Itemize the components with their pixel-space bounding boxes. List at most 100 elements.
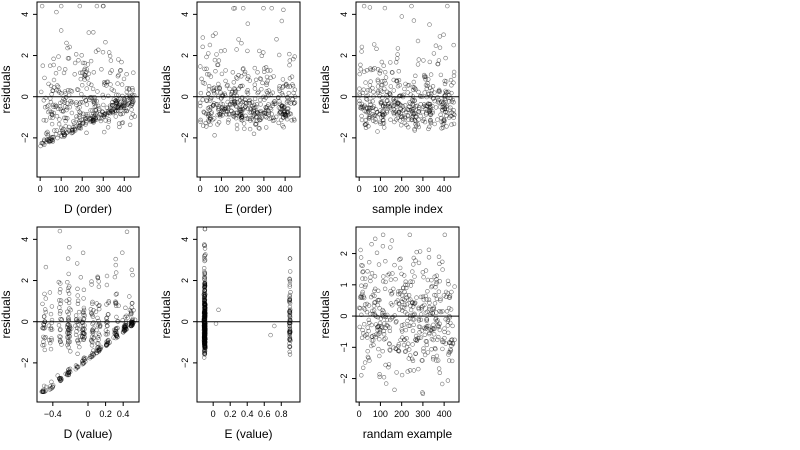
data-point bbox=[130, 300, 135, 306]
data-point bbox=[373, 107, 379, 112]
data-point bbox=[274, 114, 279, 120]
data-point bbox=[115, 335, 120, 340]
data-point bbox=[271, 115, 276, 121]
data-point bbox=[427, 306, 432, 312]
data-point bbox=[388, 245, 393, 250]
data-point bbox=[398, 265, 403, 271]
data-point bbox=[435, 61, 440, 67]
x-axis-label: randam example bbox=[363, 427, 453, 441]
data-point bbox=[86, 81, 92, 86]
data-point bbox=[287, 58, 292, 63]
data-point bbox=[406, 117, 411, 122]
data-point bbox=[408, 307, 414, 313]
x-tick-label: −0.4 bbox=[44, 409, 62, 419]
data-point bbox=[129, 305, 134, 310]
data-point bbox=[377, 337, 382, 342]
data-point bbox=[89, 343, 95, 348]
data-point bbox=[96, 337, 101, 342]
data-point bbox=[357, 91, 362, 96]
data-point bbox=[445, 378, 451, 383]
data-point bbox=[449, 289, 454, 295]
data-point bbox=[78, 110, 83, 116]
data-point bbox=[211, 88, 216, 94]
data-point bbox=[123, 325, 128, 330]
data-point bbox=[259, 53, 264, 58]
data-point bbox=[410, 114, 416, 119]
data-point bbox=[357, 93, 362, 98]
data-point bbox=[59, 377, 64, 382]
data-point bbox=[369, 271, 375, 276]
data-point bbox=[75, 87, 81, 93]
data-point bbox=[423, 310, 428, 315]
data-point bbox=[399, 114, 404, 120]
data-point bbox=[49, 320, 54, 325]
data-point bbox=[427, 109, 432, 114]
data-point bbox=[201, 123, 206, 128]
data-point bbox=[241, 121, 247, 126]
data-point bbox=[211, 103, 216, 108]
data-point bbox=[58, 281, 63, 286]
data-point bbox=[65, 87, 71, 93]
data-point bbox=[382, 125, 387, 130]
data-point bbox=[236, 37, 241, 42]
data-point bbox=[416, 318, 422, 323]
data-point bbox=[78, 76, 84, 82]
data-point bbox=[243, 113, 248, 119]
data-point bbox=[367, 83, 373, 88]
data-point bbox=[254, 121, 259, 127]
data-point bbox=[66, 300, 72, 306]
data-point bbox=[410, 279, 415, 284]
data-point bbox=[247, 97, 252, 103]
data-point bbox=[287, 282, 292, 287]
panel-e-value: 0 0.2 0.4 0.6 0.8 −2 0 2 4 E (value) residuals bbox=[159, 226, 301, 441]
data-point bbox=[202, 326, 207, 331]
data-point bbox=[432, 332, 437, 337]
data-point bbox=[62, 100, 67, 105]
data-point bbox=[423, 324, 429, 330]
data-point bbox=[39, 3, 45, 9]
data-point bbox=[389, 292, 394, 297]
data-point bbox=[435, 95, 440, 100]
data-point bbox=[279, 18, 284, 24]
data-point bbox=[408, 283, 414, 288]
data-point bbox=[359, 312, 364, 317]
data-point bbox=[206, 91, 211, 97]
data-point bbox=[227, 86, 232, 92]
data-point bbox=[119, 104, 125, 110]
y-tick-label: −2 bbox=[180, 358, 190, 368]
data-point bbox=[370, 99, 375, 104]
data-point bbox=[91, 335, 97, 340]
data-point bbox=[359, 295, 364, 300]
data-point bbox=[223, 93, 228, 98]
data-point bbox=[101, 102, 106, 108]
data-point bbox=[215, 85, 220, 91]
data-point bbox=[430, 311, 435, 316]
data-point bbox=[421, 349, 426, 354]
data-point bbox=[109, 103, 115, 108]
data-point bbox=[64, 40, 69, 46]
data-point bbox=[398, 337, 403, 343]
data-point bbox=[446, 282, 451, 287]
data-point bbox=[359, 44, 365, 50]
data-point bbox=[413, 337, 418, 343]
data-point bbox=[204, 98, 210, 104]
data-point bbox=[217, 111, 222, 117]
data-point bbox=[372, 288, 377, 294]
data-point bbox=[106, 50, 112, 55]
data-point bbox=[77, 70, 83, 76]
data-point bbox=[436, 358, 441, 363]
data-point bbox=[421, 275, 426, 280]
data-point bbox=[398, 289, 403, 294]
data-point bbox=[252, 65, 258, 71]
data-point bbox=[90, 108, 95, 113]
data-point bbox=[407, 100, 412, 105]
data-point bbox=[413, 258, 418, 263]
data-point bbox=[385, 104, 391, 109]
x-tick-label: 200 bbox=[394, 184, 409, 194]
data-point bbox=[100, 3, 106, 9]
data-point bbox=[388, 60, 393, 65]
data-point bbox=[373, 286, 378, 291]
data-point bbox=[407, 232, 412, 238]
data-point bbox=[452, 337, 457, 342]
data-point bbox=[288, 111, 294, 117]
